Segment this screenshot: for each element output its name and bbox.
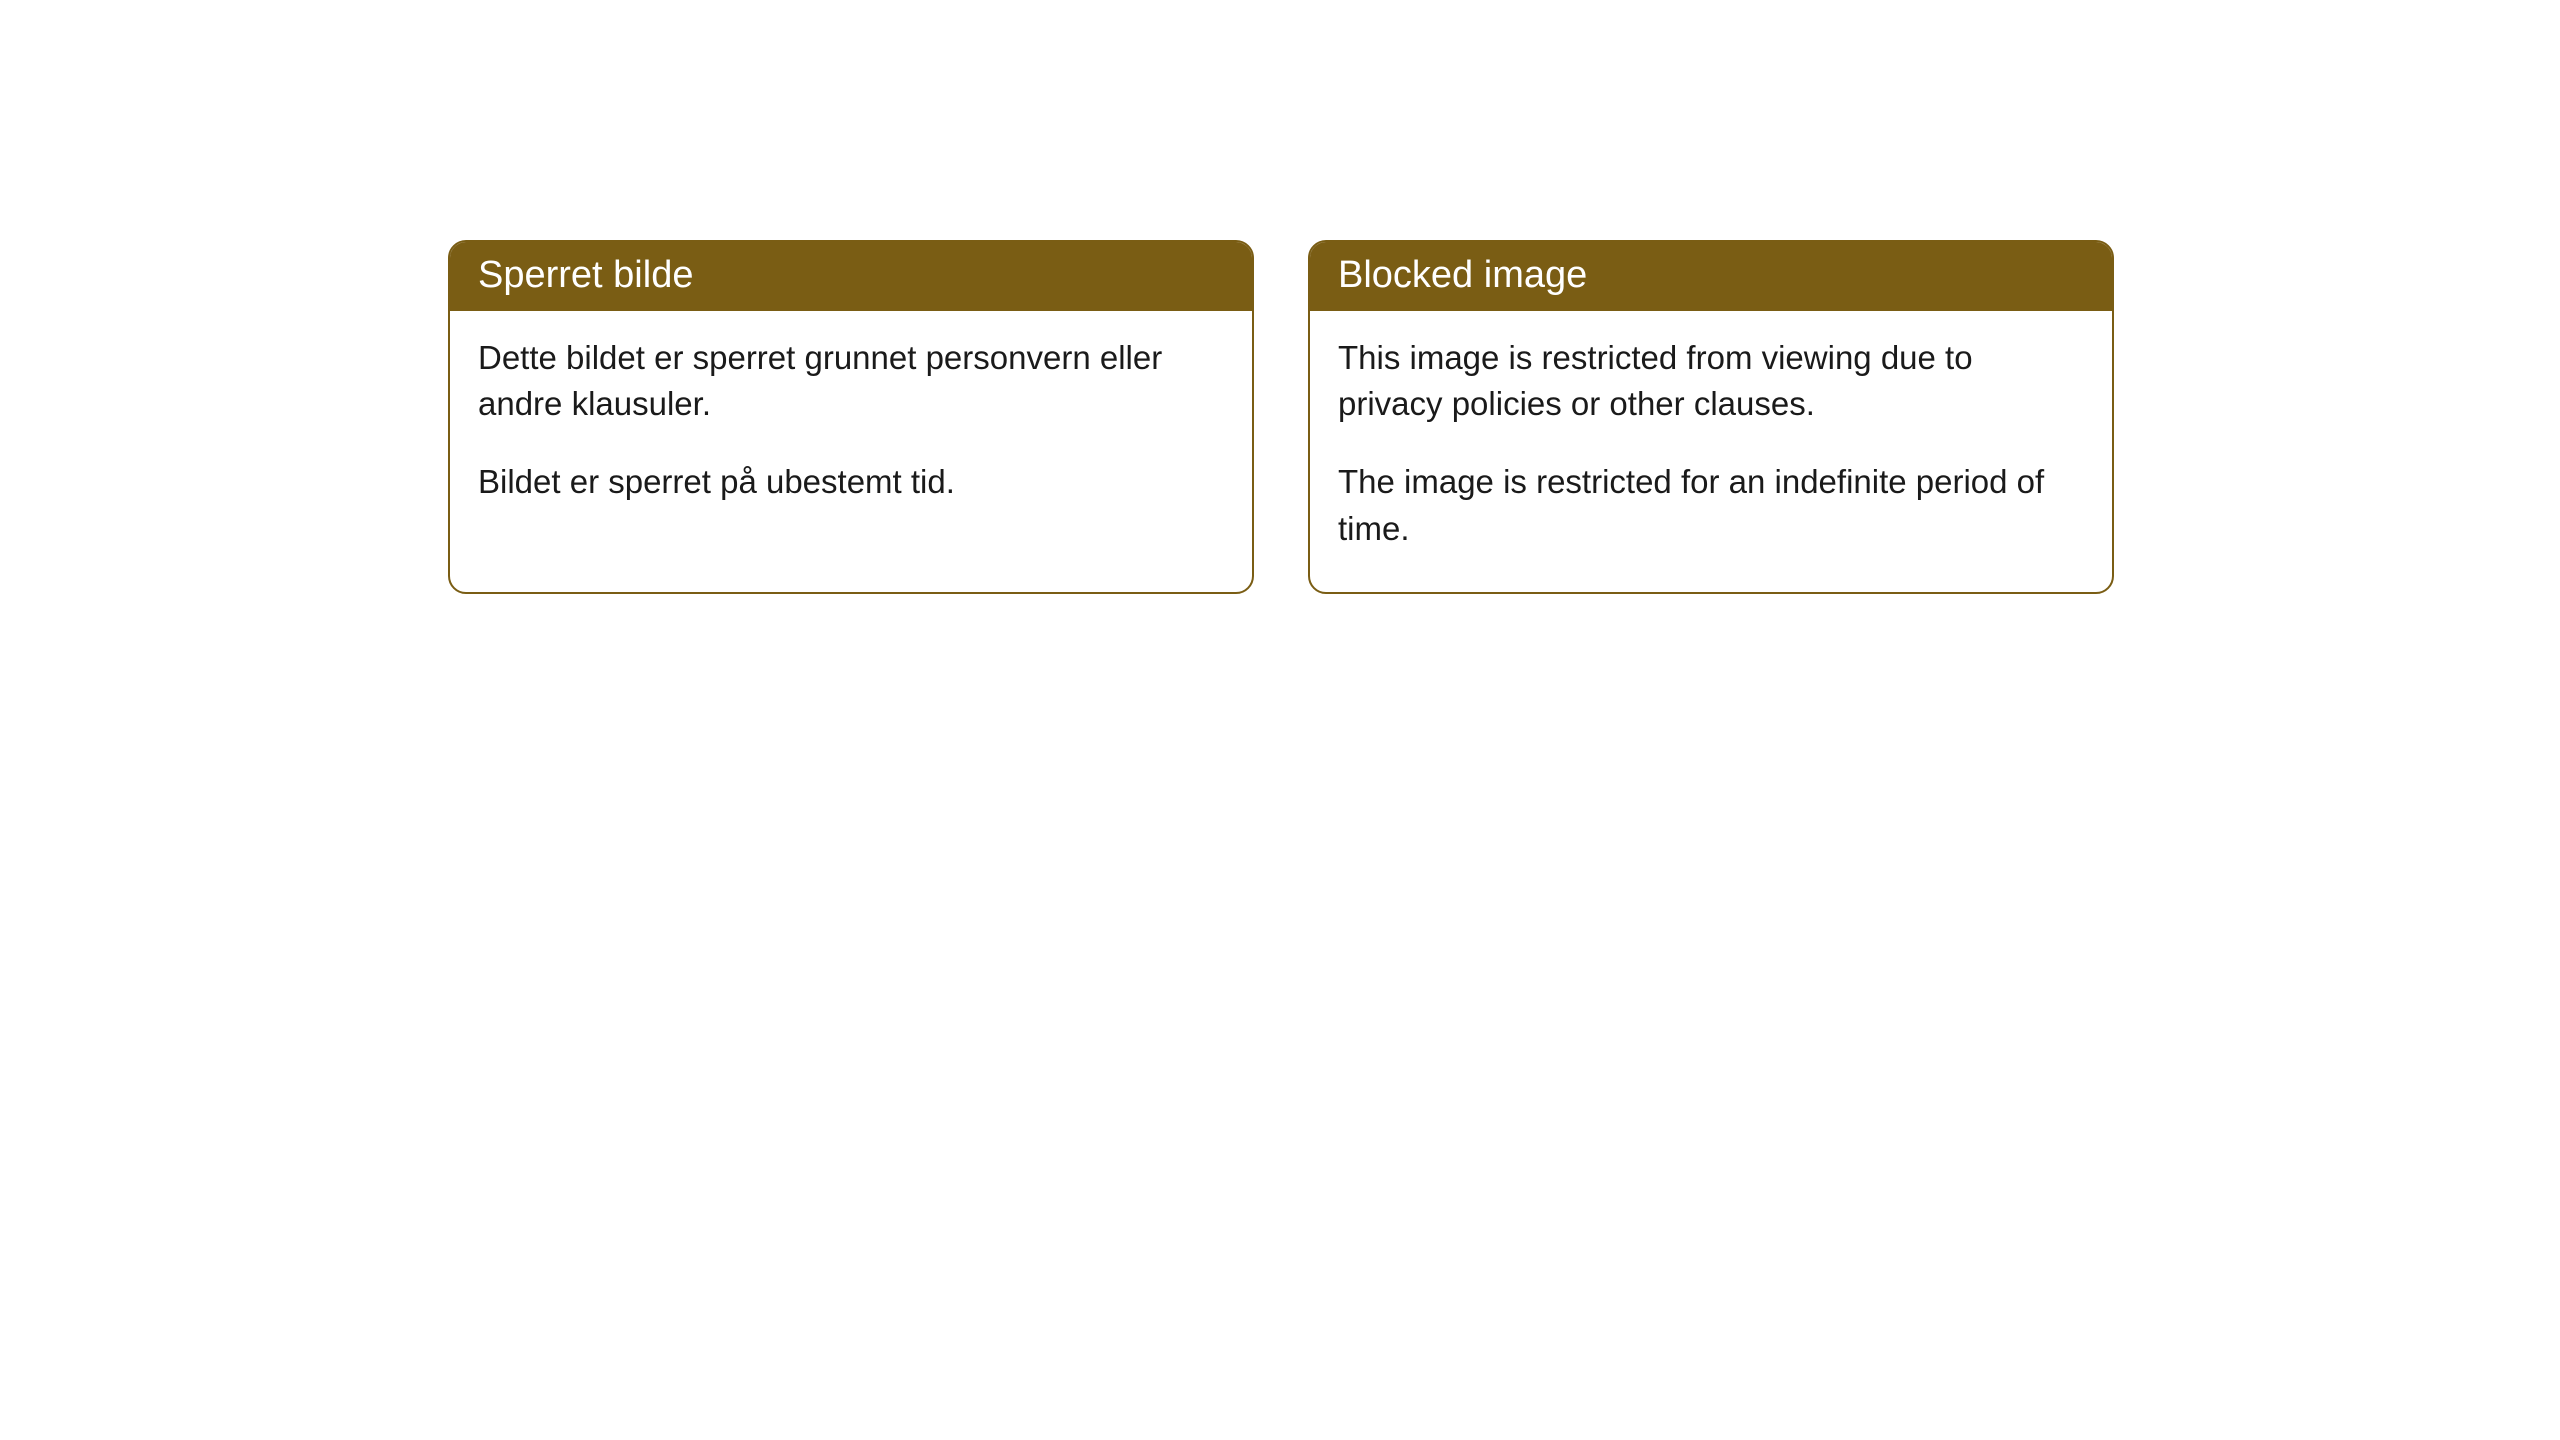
card-header-norwegian: Sperret bilde bbox=[450, 242, 1252, 311]
notice-container: Sperret bilde Dette bildet er sperret gr… bbox=[0, 0, 2560, 594]
card-header-english: Blocked image bbox=[1310, 242, 2112, 311]
card-title-english: Blocked image bbox=[1338, 254, 1587, 296]
card-text-norwegian-line1: Dette bildet er sperret grunnet personve… bbox=[478, 335, 1224, 427]
card-text-english-line1: This image is restricted from viewing du… bbox=[1338, 335, 2084, 427]
card-body-english: This image is restricted from viewing du… bbox=[1310, 311, 2112, 592]
notice-card-english: Blocked image This image is restricted f… bbox=[1308, 240, 2114, 594]
card-title-norwegian: Sperret bilde bbox=[478, 254, 693, 296]
card-text-norwegian-line2: Bildet er sperret på ubestemt tid. bbox=[478, 459, 1224, 505]
card-body-norwegian: Dette bildet er sperret grunnet personve… bbox=[450, 311, 1252, 546]
card-text-english-line2: The image is restricted for an indefinit… bbox=[1338, 459, 2084, 551]
notice-card-norwegian: Sperret bilde Dette bildet er sperret gr… bbox=[448, 240, 1254, 594]
